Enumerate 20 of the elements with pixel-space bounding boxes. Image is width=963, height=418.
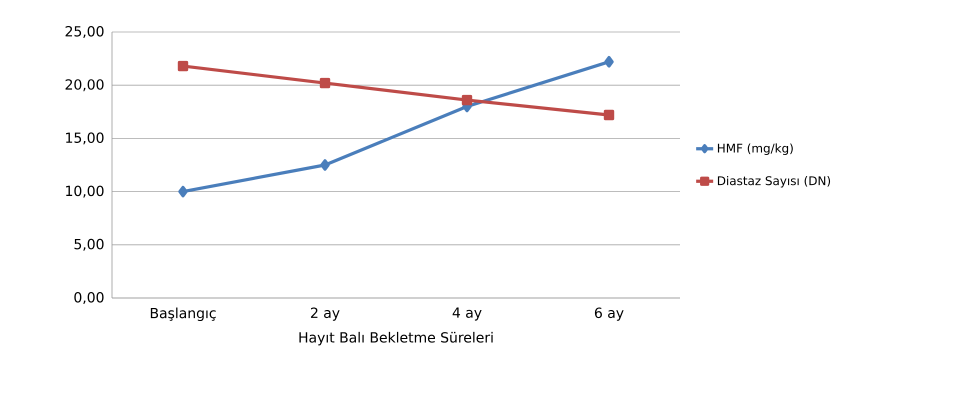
point bbox=[320, 78, 330, 88]
x-tick-label: 4 ay bbox=[452, 308, 482, 321]
y-tick-label: 20,00 bbox=[66, 79, 104, 92]
point bbox=[320, 159, 330, 171]
y-tick-label: 0,00 bbox=[74, 292, 104, 304]
point bbox=[604, 110, 614, 120]
legend-label: Diastaz Sayısı (DN) bbox=[718, 176, 830, 188]
x-tick-label: 2 ay bbox=[310, 308, 340, 321]
point bbox=[462, 94, 472, 106]
y-tick-label: 15,00 bbox=[66, 132, 104, 144]
x-axis-title: Hayıt Balı Bekletme Süreleri bbox=[299, 332, 493, 346]
point bbox=[178, 60, 188, 72]
point bbox=[178, 186, 188, 198]
y-tick-label: 5,00 bbox=[74, 238, 104, 251]
point bbox=[604, 56, 614, 68]
y-tick-label: 25,00 bbox=[66, 26, 104, 38]
x-tick-label: 6 ay bbox=[594, 308, 624, 321]
y-tick-label: 10,00 bbox=[66, 186, 104, 198]
x-tick-label: Başlangıç bbox=[150, 308, 216, 322]
legend-label: HMF (mg/kg) bbox=[718, 143, 793, 155]
